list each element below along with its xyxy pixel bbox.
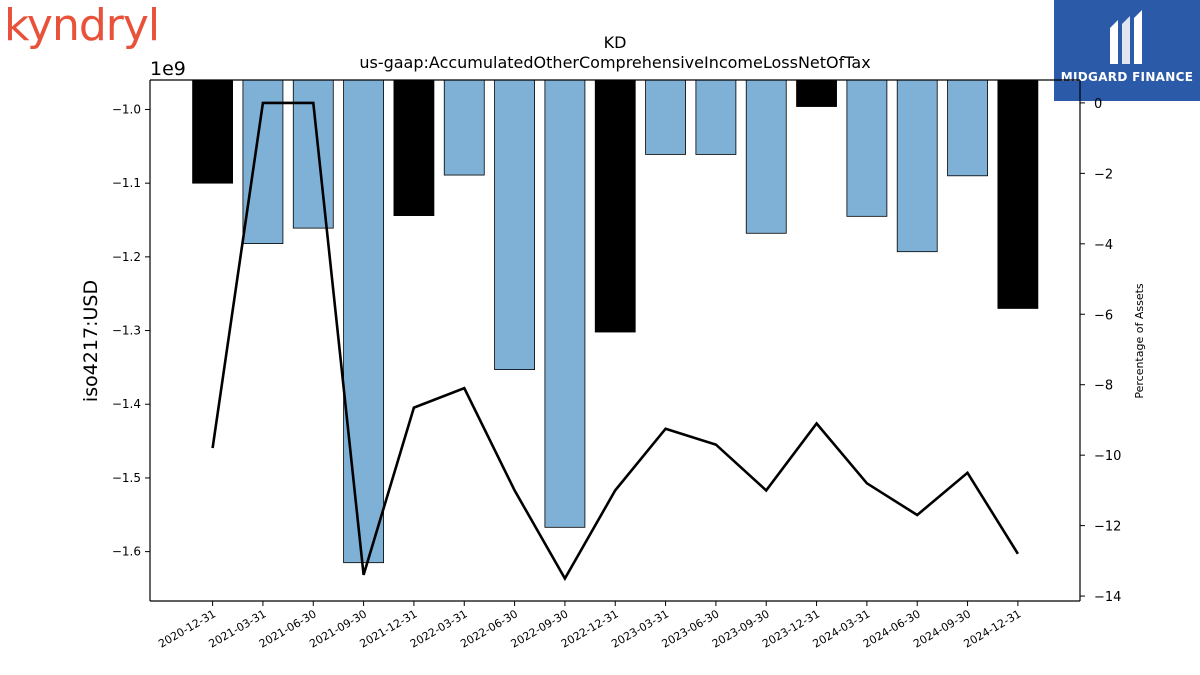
- bar-2022-12-31: [594, 79, 636, 333]
- bar-2023-06-30: [695, 79, 737, 155]
- y2-tick-label: −8: [1094, 379, 1113, 394]
- x-tick-label: 2024-12-31: [962, 607, 1024, 650]
- bar-2021-09-30: [343, 79, 384, 564]
- chart-title: KD: [604, 33, 627, 52]
- y-tick-label: −1.4: [112, 397, 141, 411]
- bar-2023-09-30: [745, 79, 787, 234]
- y-tick-label: −1.5: [112, 471, 141, 485]
- bar-2022-03-31: [443, 79, 485, 176]
- kyndryl-logo: kyndryl: [4, 0, 160, 51]
- y-tick-label: −1.0: [112, 102, 141, 116]
- y2-tick-label: −6: [1094, 308, 1113, 323]
- bar-2022-06-30: [494, 79, 535, 371]
- midgard-logo-text: MIDGARD FINANCE: [1060, 70, 1194, 84]
- chart-subtitle: us-gaap:AccumulatedOtherComprehensiveInc…: [359, 53, 870, 72]
- percentage-line: [211, 101, 1020, 582]
- bar-2022-09-30: [544, 79, 586, 528]
- midgard-finance-logo: MIDGARD FINANCE: [1054, 0, 1200, 101]
- bar-2024-06-30: [896, 79, 938, 253]
- y-tick-label: −1.3: [112, 324, 141, 338]
- y2-tick-label: −4: [1094, 238, 1113, 253]
- line-group: [211, 101, 1020, 582]
- midgard-mark-icon: [1110, 10, 1142, 64]
- bar-2024-03-31: [846, 79, 888, 217]
- y-tick-label: −1.6: [112, 545, 141, 559]
- y2-tick-label: 0: [1094, 97, 1102, 112]
- y-axis-label: iso4217:USD: [80, 280, 102, 402]
- y2-axis-label: Percentage of Assets: [1133, 283, 1146, 399]
- bar-group: [192, 79, 1039, 564]
- y2-tick-label: −12: [1094, 520, 1121, 535]
- y2-tick-label: −2: [1094, 167, 1113, 182]
- y-tick-label: −1.2: [112, 250, 141, 264]
- bar-2024-12-31: [997, 79, 1039, 309]
- y2-tick-label: −14: [1094, 590, 1121, 605]
- y2-tick-label: −10: [1094, 449, 1121, 464]
- bar-2023-12-31: [796, 79, 837, 107]
- bar-2020-12-31: [192, 79, 234, 184]
- bar-2024-09-30: [947, 79, 988, 177]
- bar-2021-12-31: [393, 79, 435, 216]
- bar-2023-03-31: [645, 79, 686, 155]
- y-tick-label: −1.1: [112, 176, 141, 190]
- y-axis-offset-label: 1e9: [150, 58, 186, 80]
